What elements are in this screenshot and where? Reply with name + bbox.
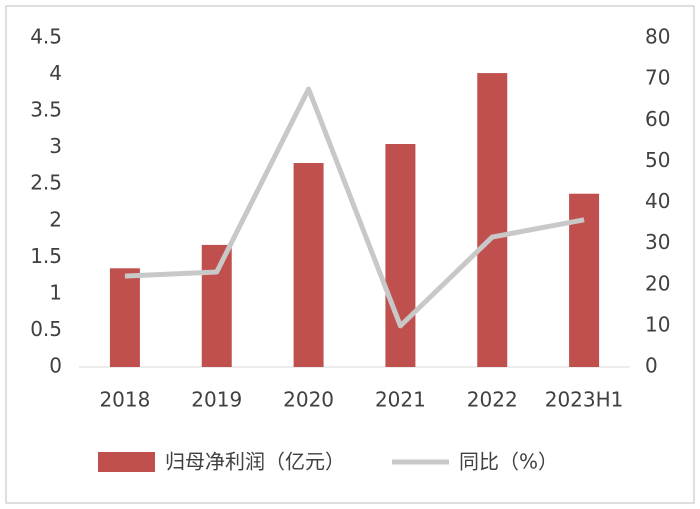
- y-tick-label: 1: [49, 280, 62, 304]
- x-tick-label: 2020: [283, 388, 334, 412]
- y2-tick-label: 60: [645, 107, 670, 131]
- x-tick-label: 2023H1: [545, 388, 624, 412]
- legend-label: 归母净利润（亿元）: [165, 450, 345, 474]
- y-tick-label: 1.5: [30, 244, 62, 268]
- bar: [293, 163, 324, 367]
- y2-tick-label: 40: [645, 189, 670, 213]
- bar: [201, 244, 232, 367]
- legend-label: 同比（%）: [459, 450, 558, 474]
- bar: [477, 73, 508, 368]
- y2-tick-label: 70: [645, 66, 670, 90]
- y-tick-label: 2.5: [30, 171, 62, 195]
- y2-tick-label: 80: [645, 25, 670, 49]
- y-tick-label: 4.5: [30, 25, 62, 49]
- y2-tick-label: 50: [645, 148, 670, 172]
- x-tick-label: 2022: [467, 388, 518, 412]
- y2-tick-label: 30: [645, 230, 670, 254]
- legend-swatch: [98, 452, 155, 472]
- y2-tick-label: 20: [645, 271, 670, 295]
- y2-tick-label: 10: [645, 312, 670, 336]
- y-tick-label: 3: [49, 134, 62, 158]
- x-tick-label: 2019: [191, 388, 242, 412]
- y-tick-label: 0.5: [30, 317, 62, 341]
- line: [124, 86, 585, 329]
- bar: [109, 268, 140, 367]
- x-tick-label: 2018: [99, 388, 150, 412]
- y-tick-label: 3.5: [30, 98, 62, 122]
- bar: [385, 144, 416, 367]
- x-tick-label: 2021: [375, 388, 426, 412]
- y-tick-label: 0: [49, 354, 62, 378]
- y-tick-label: 2: [49, 207, 62, 231]
- y2-tick-label: 0: [645, 354, 658, 378]
- y-tick-label: 4: [49, 61, 62, 85]
